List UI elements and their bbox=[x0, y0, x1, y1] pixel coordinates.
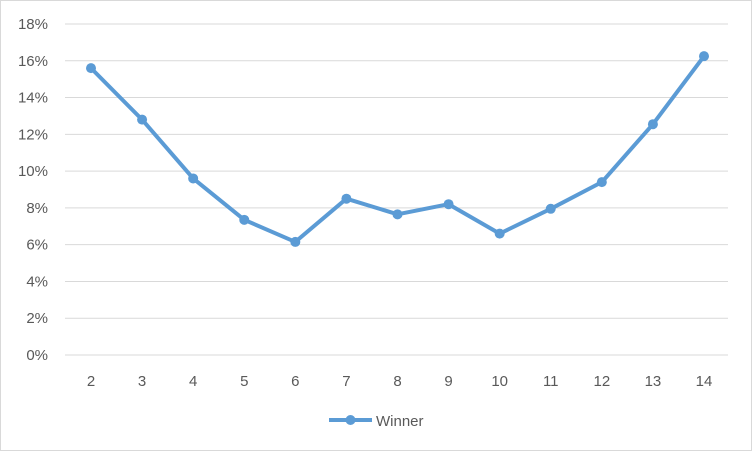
x-tick-label: 10 bbox=[491, 373, 508, 390]
data-point bbox=[239, 214, 250, 225]
y-tick-label: 0% bbox=[26, 347, 48, 364]
x-tick-label: 9 bbox=[444, 373, 452, 390]
x-tick-label: 2 bbox=[87, 373, 95, 390]
y-tick-label: 18% bbox=[18, 16, 48, 33]
legend-marker bbox=[345, 415, 356, 425]
y-tick-label: 10% bbox=[18, 163, 48, 180]
x-tick-label: 8 bbox=[393, 373, 401, 390]
x-tick-label: 4 bbox=[189, 373, 197, 390]
data-point bbox=[188, 173, 199, 184]
x-tick-label: 11 bbox=[543, 373, 559, 390]
data-point bbox=[290, 236, 301, 247]
legend: Winner bbox=[329, 413, 424, 430]
x-axis-ticks: 2 3 4 5 6 7 8 9 10 11 12 13 14 bbox=[87, 373, 713, 390]
y-tick-label: 16% bbox=[18, 53, 48, 70]
y-tick-label: 2% bbox=[26, 310, 48, 327]
y-axis-ticks: 0% 2% 4% 6% 8% 10% 12% 14% 16% 18% bbox=[18, 16, 48, 364]
data-point bbox=[596, 177, 607, 188]
gridlines bbox=[65, 23, 728, 356]
x-tick-label: 5 bbox=[240, 373, 248, 390]
legend-label-winner: Winner bbox=[376, 413, 424, 430]
data-point bbox=[443, 199, 454, 210]
x-tick-label: 6 bbox=[291, 373, 299, 390]
data-point bbox=[545, 203, 556, 214]
y-tick-label: 4% bbox=[26, 273, 48, 290]
data-point bbox=[699, 51, 709, 62]
y-tick-label: 8% bbox=[26, 200, 48, 217]
data-point bbox=[647, 119, 658, 130]
data-point bbox=[392, 209, 403, 220]
data-point bbox=[494, 228, 505, 239]
x-tick-label: 12 bbox=[593, 373, 610, 390]
data-point bbox=[341, 193, 352, 204]
data-point bbox=[137, 114, 148, 125]
x-tick-label: 3 bbox=[138, 373, 146, 390]
x-tick-label: 14 bbox=[696, 373, 713, 390]
x-tick-label: 13 bbox=[645, 373, 662, 390]
data-point bbox=[86, 63, 96, 74]
series-winner bbox=[86, 51, 709, 247]
y-tick-label: 6% bbox=[26, 237, 48, 254]
y-tick-label: 14% bbox=[18, 90, 48, 107]
x-tick-label: 7 bbox=[342, 373, 350, 390]
y-tick-label: 12% bbox=[18, 126, 48, 143]
